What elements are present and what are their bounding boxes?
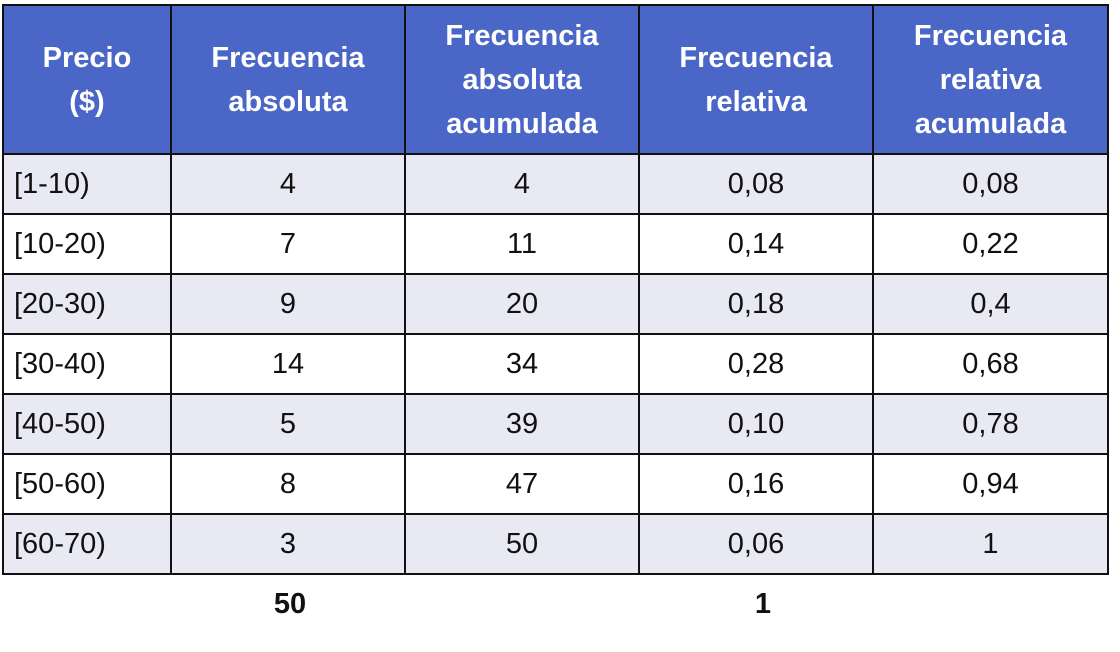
table-row: [10-20) 7 11 0,14 0,22 [2,213,1109,275]
cell-frecuencia-absoluta-acumulada: 4 [404,153,640,215]
table-row: [1-10) 4 4 0,08 0,08 [2,153,1109,215]
totals-row: 50 1 [0,588,1120,628]
cell-precio: [50-60) [2,453,172,515]
cell-frecuencia-absoluta: 3 [170,513,406,575]
cell-frecuencia-relativa-acumulada: 0,22 [872,213,1109,275]
cell-frecuencia-relativa: 0,28 [638,333,874,395]
table-row: [40-50) 5 39 0,10 0,78 [2,393,1109,455]
cell-frecuencia-relativa: 0,10 [638,393,874,455]
cell-frecuencia-relativa-acumulada: 0,4 [872,273,1109,335]
cell-frecuencia-absoluta: 8 [170,453,406,515]
cell-frecuencia-absoluta-acumulada: 50 [404,513,640,575]
cell-frecuencia-absoluta-acumulada: 11 [404,213,640,275]
header-row: Precio ($) Frecuencia absoluta Frecuencia a… [2,4,1109,155]
header-frecuencia-absoluta: Frecuencia absoluta [170,4,406,155]
cell-frecuencia-relativa-acumulada: 0,78 [872,393,1109,455]
cell-precio: [10-20) [2,213,172,275]
cell-frecuencia-relativa: 0,14 [638,213,874,275]
cell-frecuencia-absoluta-acumulada: 34 [404,333,640,395]
cell-frecuencia-absoluta: 7 [170,213,406,275]
header-frecuencia-relativa-acumulada: Frecuencia relativa acumulada [872,4,1109,155]
total-frecuencia-absoluta: 50 [273,588,307,620]
cell-frecuencia-relativa-acumulada: 0,94 [872,453,1109,515]
cell-frecuencia-absoluta-acumulada: 39 [404,393,640,455]
cell-precio: [60-70) [2,513,172,575]
header-precio: Precio ($) [2,4,172,155]
cell-frecuencia-relativa: 0,08 [638,153,874,215]
cell-frecuencia-absoluta: 9 [170,273,406,335]
header-frecuencia-absoluta-acumulada: Frecuencia absoluta acumulada [404,4,640,155]
cell-frecuencia-absoluta: 5 [170,393,406,455]
cell-frecuencia-absoluta-acumulada: 47 [404,453,640,515]
cell-frecuencia-relativa: 0,16 [638,453,874,515]
cell-precio: [40-50) [2,393,172,455]
cell-frecuencia-relativa: 0,06 [638,513,874,575]
cell-frecuencia-absoluta: 4 [170,153,406,215]
frequency-table: Precio ($) Frecuencia absoluta Frecuencia a… [2,4,1109,575]
table-row: [20-30) 9 20 0,18 0,4 [2,273,1109,335]
cell-frecuencia-relativa-acumulada: 0,68 [872,333,1109,395]
total-frecuencia-relativa: 1 [754,588,772,620]
cell-frecuencia-absoluta: 14 [170,333,406,395]
table-row: [50-60) 8 47 0,16 0,94 [2,453,1109,515]
cell-frecuencia-relativa: 0,18 [638,273,874,335]
cell-precio: [20-30) [2,273,172,335]
cell-precio: [1-10) [2,153,172,215]
table-row: [30-40) 14 34 0,28 0,68 [2,333,1109,395]
cell-frecuencia-relativa-acumulada: 0,08 [872,153,1109,215]
cell-precio: [30-40) [2,333,172,395]
cell-frecuencia-absoluta-acumulada: 20 [404,273,640,335]
header-frecuencia-relativa: Frecuencia relativa [638,4,874,155]
cell-frecuencia-relativa-acumulada: 1 [872,513,1109,575]
table-row: [60-70) 3 50 0,06 1 [2,513,1109,575]
